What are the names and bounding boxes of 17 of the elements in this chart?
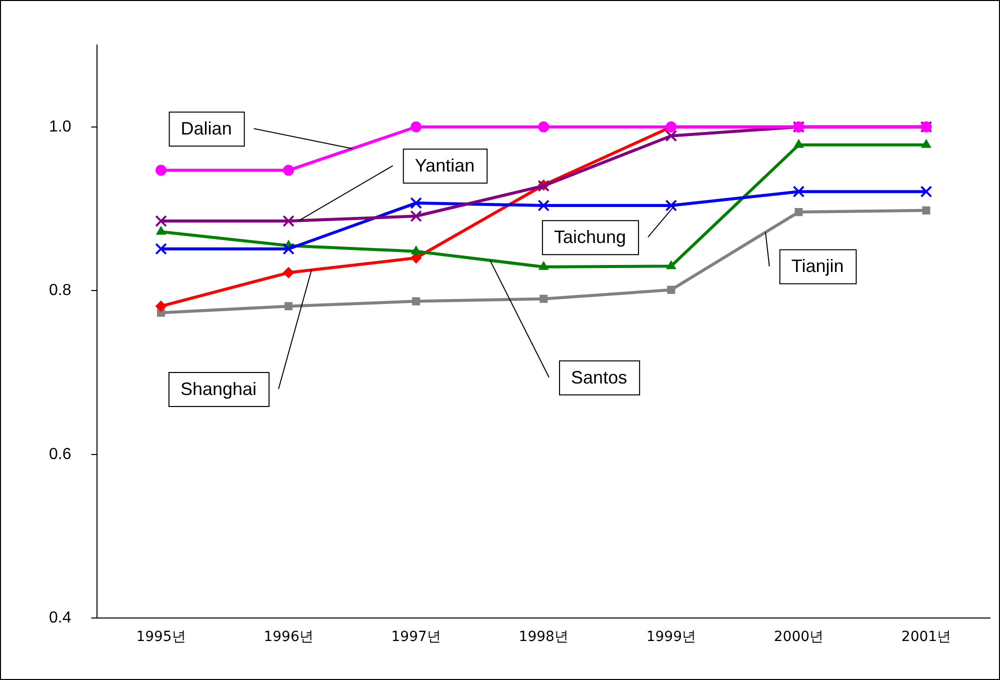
series-label: Dalian — [180, 118, 232, 139]
x-tick-label: 2001년 — [901, 629, 952, 646]
x-tick-label: 1997년 — [391, 629, 441, 646]
x-tick-label: 1995년 — [136, 629, 186, 646]
series-label: Tianjin — [791, 256, 844, 276]
series-label: Taichung — [554, 227, 626, 248]
y-tick-label: 0.6 — [48, 446, 72, 463]
y-tick-label: 1.0 — [48, 118, 72, 136]
x-tick-label: 1996년 — [264, 629, 314, 646]
series-label: Yantian — [414, 156, 475, 176]
text: Shanghai — [180, 378, 257, 399]
text: Santos — [571, 367, 628, 388]
x-tick-label: 2000년 — [774, 629, 824, 646]
y-tick-label: 0.8 — [48, 282, 72, 300]
y-tick-label: 0.4 — [48, 610, 72, 627]
x-tick-label: 1998년 — [518, 629, 568, 646]
x-tick-label: 1999년 — [646, 629, 696, 646]
